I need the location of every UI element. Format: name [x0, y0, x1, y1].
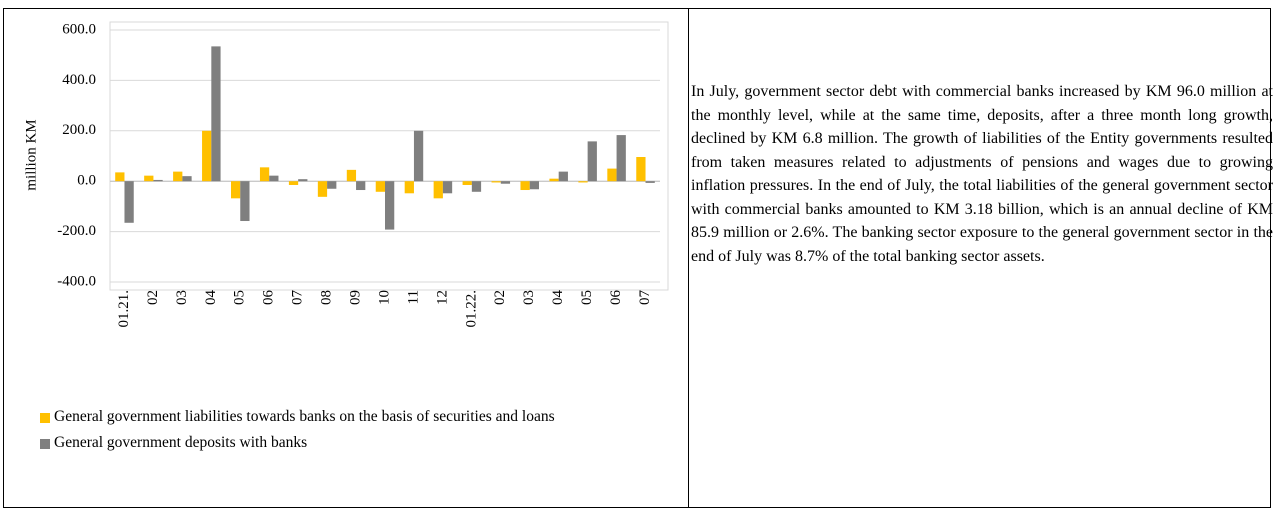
bar [578, 181, 588, 183]
plot-border [109, 21, 669, 291]
x-tick-label: 07 [637, 290, 653, 306]
legend-label: General government liabilities towards b… [54, 408, 555, 425]
legend-label: General government deposits with banks [54, 434, 308, 451]
chart: million KM -400.0 -200.0 0.0 200.0 400.0 600.… [23, 21, 669, 328]
legend-swatch [40, 439, 50, 449]
bar [404, 181, 414, 194]
x-tick-label: 06 [608, 290, 624, 306]
bar [558, 171, 568, 182]
bar [153, 179, 163, 182]
bar [616, 135, 626, 182]
bar [356, 181, 366, 191]
x-tick-label: 02 [145, 290, 161, 305]
y-tick-label: 0.0 [77, 173, 96, 189]
bar [587, 141, 597, 182]
bar [636, 157, 646, 182]
bar [182, 176, 192, 182]
x-tick-label: 01.21. [116, 290, 132, 328]
bar [491, 181, 501, 183]
bar [375, 181, 385, 192]
x-tick-label: 04 [203, 290, 219, 306]
legend-item: General government liabilities towards b… [40, 406, 670, 428]
bar [520, 181, 530, 191]
bar [269, 175, 279, 182]
bar [288, 181, 299, 185]
x-tick-label: 10 [376, 290, 392, 305]
paragraph: In July, government sector debt with com… [691, 83, 1273, 265]
bar [240, 181, 250, 222]
cell-divider [688, 8, 689, 508]
x-tick-label: 03 [174, 290, 190, 305]
bar [442, 181, 453, 194]
bar [327, 181, 337, 189]
x-tick-label: 02 [492, 290, 508, 305]
x-tick-label: 04 [550, 290, 566, 306]
bar [115, 172, 125, 182]
y-tick-label: 600.0 [62, 21, 96, 37]
bar [202, 130, 212, 182]
bar [144, 175, 154, 182]
bar [529, 181, 539, 190]
x-tick-label: 05 [579, 290, 595, 305]
bar [471, 181, 482, 192]
y-tick-label: -400.0 [57, 273, 96, 289]
bar [124, 181, 134, 223]
x-tick-label: 09 [347, 290, 363, 305]
x-tick-label: 12 [434, 290, 450, 305]
y-axis-label: million KM [23, 119, 39, 190]
x-tick-label: 11 [405, 290, 421, 304]
bar [259, 167, 270, 182]
bar [211, 46, 221, 182]
y-tick-label: 400.0 [62, 72, 96, 88]
bar [462, 181, 472, 185]
bar [433, 181, 443, 199]
bar [607, 168, 617, 182]
bar [173, 171, 183, 182]
bar [500, 181, 511, 184]
y-tick-label: 200.0 [62, 122, 96, 138]
bar [317, 181, 328, 197]
legend: General government liabilities towards b… [40, 406, 670, 458]
bar [413, 130, 424, 182]
bar [645, 181, 655, 183]
y-tick-label: -200.0 [57, 223, 96, 239]
legend-item: General government deposits with banks [40, 432, 670, 454]
legend-swatch [40, 413, 50, 423]
bar [549, 178, 559, 182]
x-tick-label: 01.22. [463, 290, 479, 328]
page: million KM -400.0 -200.0 0.0 200.0 400.0 600.… [3, 8, 1273, 508]
bar [231, 181, 241, 199]
x-tick-label: 03 [521, 290, 537, 305]
bar [346, 169, 357, 182]
bar [298, 179, 308, 182]
x-tick-label: 05 [232, 290, 248, 305]
x-tick-label: 07 [290, 290, 306, 306]
bar [385, 181, 395, 230]
x-tick-label: 06 [261, 290, 277, 306]
x-tick-label: 08 [319, 290, 335, 305]
